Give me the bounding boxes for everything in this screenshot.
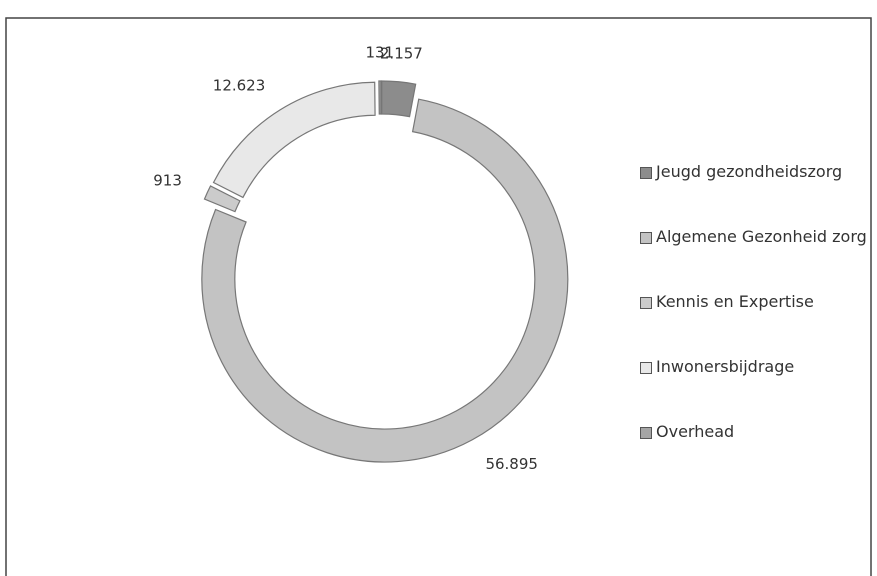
legend-label: Kennis en Expertise — [656, 292, 814, 311]
legend-label: Overhead — [656, 422, 735, 441]
legend-label: Inwonersbijdrage — [656, 357, 795, 376]
slice — [201, 98, 569, 463]
legend-item: Kennis en Expertise — [640, 290, 875, 355]
data-label: 131 — [365, 44, 394, 62]
legend-item: Inwonersbijdrage — [640, 355, 875, 420]
slice — [378, 80, 382, 115]
legend-item: Overhead — [640, 420, 875, 485]
legend-swatch — [640, 362, 652, 374]
legend-item: Algemene Gezonheid zorg — [640, 225, 875, 290]
frame — [5, 17, 872, 576]
data-label: 56.895 — [485, 455, 538, 473]
data-label: 2.157 — [380, 44, 423, 62]
slice — [381, 80, 417, 118]
legend: Jeugd gezondheidszorg Algemene Gezonheid … — [640, 160, 875, 485]
legend-swatch — [640, 167, 652, 179]
legend-swatch — [640, 232, 652, 244]
legend-label: Algemene Gezonheid zorg — [656, 227, 867, 246]
slice — [212, 81, 376, 199]
legend-label: Jeugd gezondheidszorg — [656, 162, 843, 181]
data-label: 12.623 — [213, 77, 266, 95]
legend-swatch — [640, 297, 652, 309]
legend-swatch — [640, 427, 652, 439]
slice — [203, 185, 241, 213]
data-label: 913 — [153, 171, 182, 189]
legend-item: Jeugd gezondheidszorg — [640, 160, 875, 225]
